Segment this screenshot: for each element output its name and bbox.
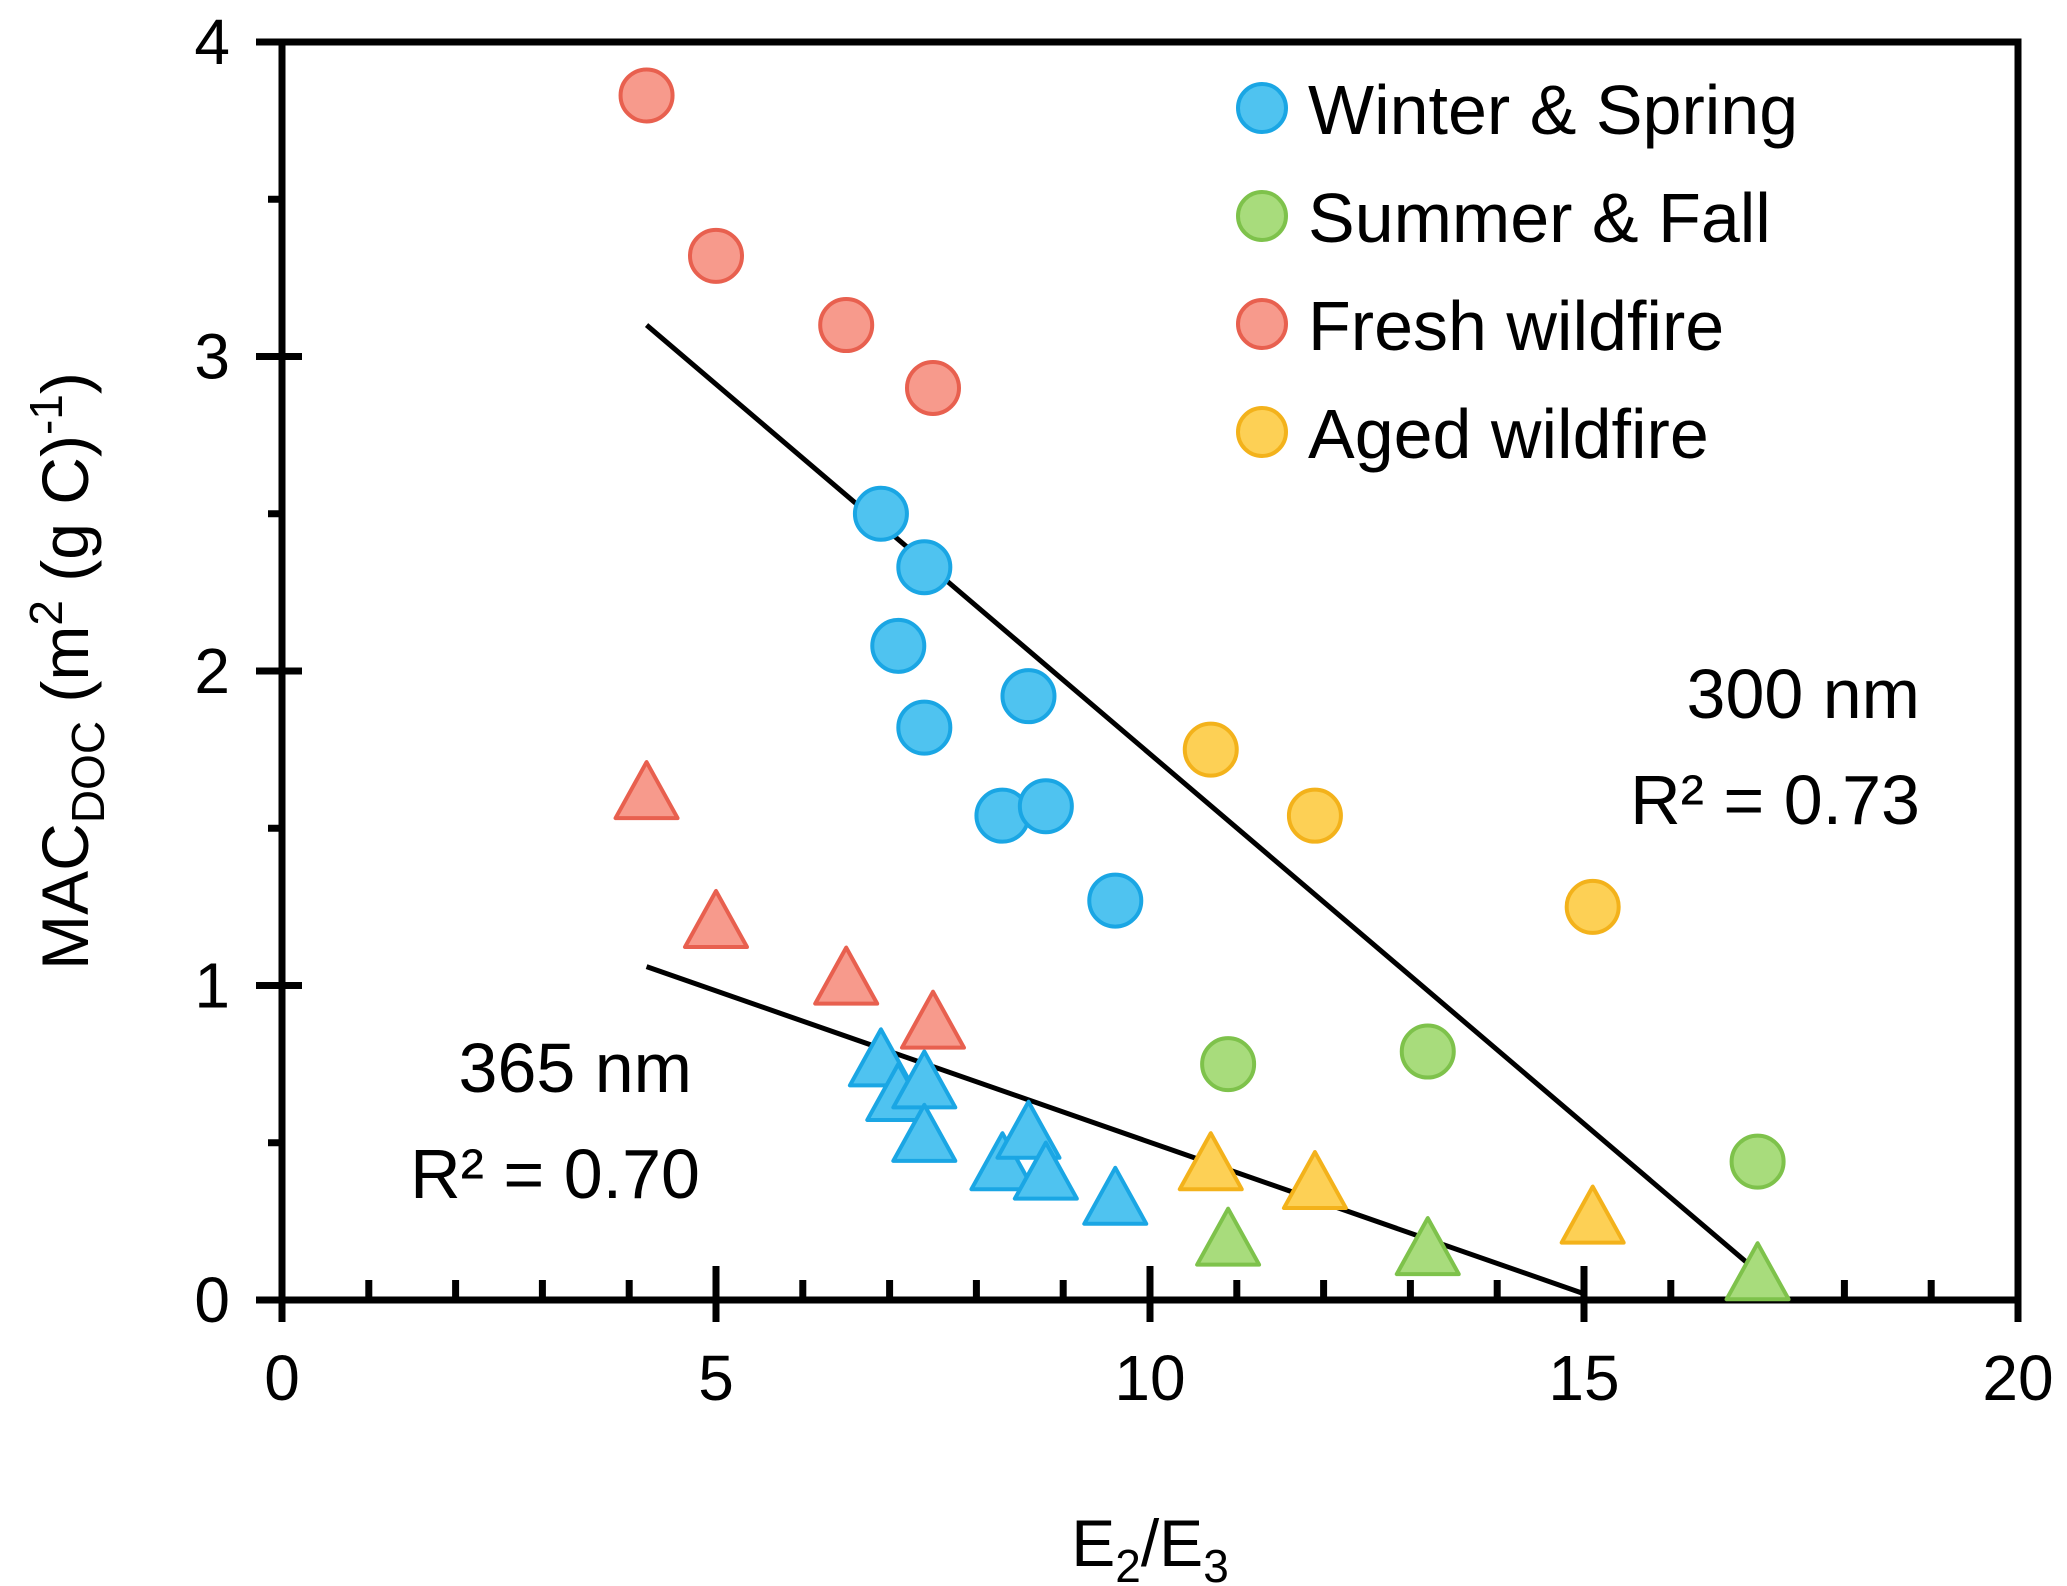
legend-label-summer-fall: Summer & Fall: [1308, 179, 1771, 257]
annotation-300nm-r2: R² = 0.73: [1630, 761, 1920, 839]
point-365nm-fresh-wildfire: [683, 889, 749, 950]
point-365nm-summer-fall: [1724, 1241, 1791, 1302]
fit-line-300nm: [644, 323, 1760, 1274]
x-tick-label: 5: [698, 1342, 734, 1414]
point-300nm-winter-spring: [896, 699, 953, 756]
x-tick-label: 0: [264, 1342, 300, 1414]
x-title-main: E: [1071, 1506, 1115, 1580]
legend-marker-fresh-wildfire: [1236, 298, 1288, 350]
y-title-post: ): [28, 372, 102, 394]
annotation-365nm-r2: R² = 0.70: [410, 1135, 700, 1213]
y-title-pre: MAC: [28, 823, 102, 970]
point-300nm-winter-spring: [1087, 872, 1144, 929]
y-title-sup1: 2: [20, 600, 72, 626]
point-365nm-winter-spring: [969, 1131, 1036, 1192]
point-300nm-aged-wildfire: [1564, 878, 1621, 935]
axis-tick-labels: 0 5 10 15 20 0 1 2 3 4: [194, 6, 2053, 1414]
point-300nm-aged-wildfire: [1286, 787, 1343, 844]
legend-marker-summer-fall: [1236, 190, 1288, 242]
y-tick-label: 0: [194, 1264, 230, 1336]
x-title-sub1: 2: [1115, 1540, 1141, 1586]
point-365nm-fresh-wildfire: [900, 989, 966, 1050]
legend-marker-winter-spring: [1236, 82, 1288, 134]
x-tick-label: 20: [1982, 1342, 2053, 1414]
y-title-mid: (m: [28, 626, 102, 721]
point-365nm-aged-wildfire: [1559, 1184, 1626, 1245]
x-title-sub2: 3: [1203, 1540, 1229, 1586]
point-300nm-fresh-wildfire: [905, 359, 961, 416]
y-tick-label: 1: [194, 950, 230, 1022]
point-365nm-winter-spring: [891, 1102, 958, 1163]
y-tick-label: 2: [194, 635, 230, 707]
point-365nm-winter-spring: [1082, 1165, 1149, 1226]
annotation-300nm: 300 nm: [1687, 655, 1920, 733]
point-300nm-fresh-wildfire: [688, 227, 744, 284]
point-300nm-fresh-wildfire: [618, 67, 675, 124]
legend: Winter & Spring Summer & Fall Fresh wildfi…: [1236, 71, 1798, 473]
point-300nm-aged-wildfire: [1182, 721, 1239, 778]
y-tick-label: 3: [194, 321, 230, 393]
x-tick-label: 10: [1114, 1342, 1185, 1414]
y-title-sup2: -1: [20, 394, 72, 435]
point-365nm-fresh-wildfire: [613, 760, 680, 821]
y-tick-label: 4: [194, 6, 230, 78]
y-axis-title: MACDOC (m2 (g C)-1): [20, 372, 114, 970]
x-tick-label: 15: [1548, 1342, 1619, 1414]
legend-label-aged-wildfire: Aged wildfire: [1308, 395, 1709, 473]
legend-label-winter-spring: Winter & Spring: [1308, 71, 1798, 149]
point-300nm-winter-spring: [870, 617, 927, 674]
x-axis-title: E2/E3: [1071, 1506, 1229, 1586]
x-title-main2: E: [1159, 1506, 1203, 1580]
data-points: [613, 67, 1791, 1302]
x-title-slash: /: [1141, 1506, 1160, 1580]
point-300nm-winter-spring: [1000, 668, 1057, 725]
point-300nm-winter-spring: [896, 539, 953, 596]
legend-marker-aged-wildfire: [1236, 406, 1288, 458]
point-365nm-aged-wildfire: [1177, 1131, 1244, 1192]
point-365nm-summer-fall: [1394, 1216, 1461, 1277]
y-title-mid2: (g C): [28, 435, 102, 600]
point-300nm-summer-fall: [1729, 1133, 1786, 1190]
legend-label-fresh-wildfire: Fresh wildfire: [1308, 287, 1724, 365]
point-365nm-fresh-wildfire: [813, 945, 880, 1006]
point-300nm-winter-spring: [1017, 778, 1074, 835]
point-365nm-winter-spring: [1012, 1140, 1079, 1201]
y-title-sub: DOC: [62, 721, 114, 823]
annotation-365nm: 365 nm: [459, 1029, 692, 1107]
point-365nm-summer-fall: [1195, 1206, 1262, 1267]
point-365nm-aged-wildfire: [1281, 1150, 1348, 1211]
point-300nm-summer-fall: [1399, 1023, 1456, 1080]
point-300nm-summer-fall: [1200, 1036, 1257, 1093]
point-300nm-winter-spring: [852, 485, 909, 542]
point-300nm-fresh-wildfire: [818, 297, 875, 354]
